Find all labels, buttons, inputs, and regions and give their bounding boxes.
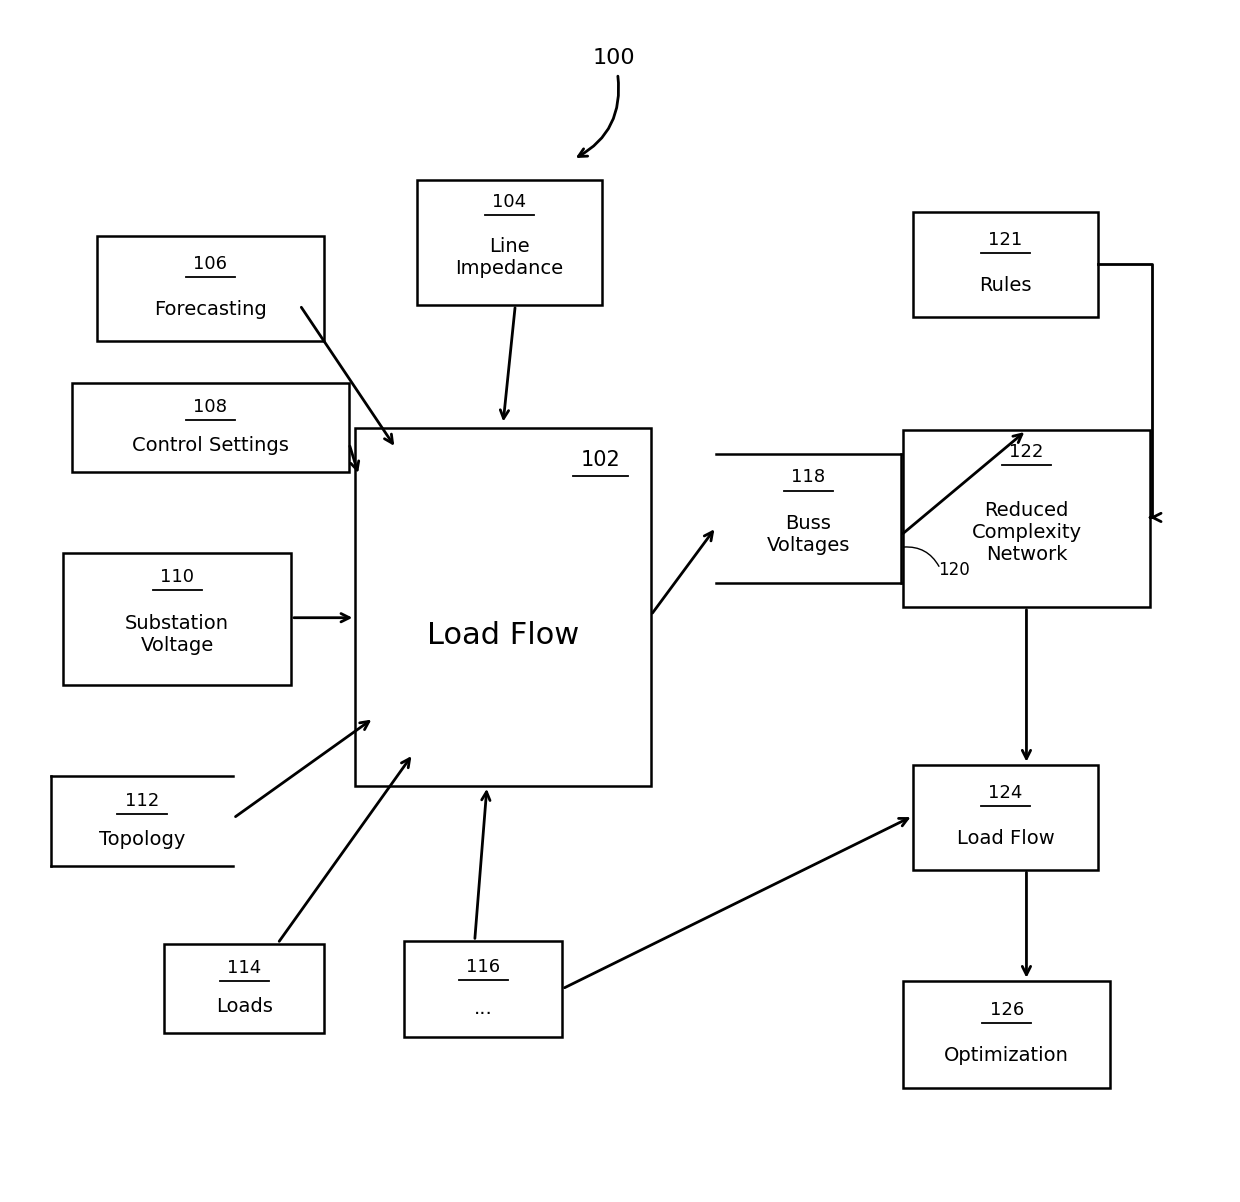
Text: Reduced
Complexity
Network: Reduced Complexity Network bbox=[971, 501, 1081, 564]
Text: 106: 106 bbox=[193, 255, 227, 273]
Text: Load Flow: Load Flow bbox=[427, 621, 579, 650]
Text: 112: 112 bbox=[125, 792, 159, 810]
Text: 120: 120 bbox=[937, 561, 970, 579]
Bar bbox=[903, 430, 1149, 607]
Bar bbox=[164, 944, 325, 1033]
Bar bbox=[913, 212, 1097, 317]
Text: Forecasting: Forecasting bbox=[154, 299, 267, 319]
Text: 114: 114 bbox=[227, 959, 262, 977]
Bar bbox=[913, 764, 1097, 869]
Text: 116: 116 bbox=[466, 958, 501, 976]
Text: 118: 118 bbox=[791, 469, 826, 487]
Text: 124: 124 bbox=[988, 784, 1023, 802]
Text: 104: 104 bbox=[492, 194, 526, 212]
Bar bbox=[355, 428, 651, 786]
Text: 121: 121 bbox=[988, 231, 1023, 249]
Text: Load Flow: Load Flow bbox=[956, 828, 1054, 847]
Text: Optimization: Optimization bbox=[945, 1046, 1069, 1065]
Bar bbox=[404, 941, 562, 1036]
Text: Loads: Loads bbox=[216, 996, 273, 1016]
Text: 102: 102 bbox=[580, 450, 620, 470]
Text: Topology: Topology bbox=[99, 829, 185, 849]
Bar bbox=[417, 179, 601, 305]
Text: Substation
Voltage: Substation Voltage bbox=[125, 614, 229, 655]
Text: Line
Impedance: Line Impedance bbox=[455, 237, 563, 278]
Bar bbox=[903, 981, 1110, 1088]
Text: 110: 110 bbox=[160, 567, 195, 585]
Text: ...: ... bbox=[474, 999, 492, 1018]
Text: 100: 100 bbox=[593, 48, 635, 67]
Text: Rules: Rules bbox=[980, 276, 1032, 294]
Bar bbox=[72, 382, 348, 472]
Text: Control Settings: Control Settings bbox=[131, 436, 289, 454]
Bar bbox=[97, 236, 325, 341]
Text: 122: 122 bbox=[1009, 442, 1044, 460]
Text: 108: 108 bbox=[193, 398, 227, 416]
Bar bbox=[63, 553, 291, 685]
Text: 126: 126 bbox=[990, 1000, 1024, 1018]
Text: Buss
Voltages: Buss Voltages bbox=[766, 513, 851, 554]
